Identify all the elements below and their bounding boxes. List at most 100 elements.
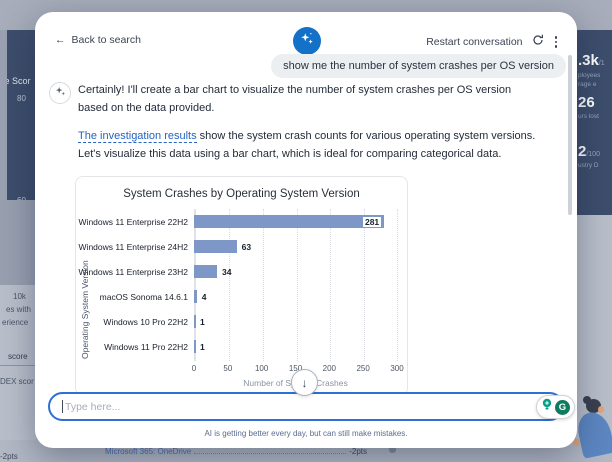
background-left-delta-row: -2pts xyxy=(0,452,63,461)
chart-row: Windows 11 Enterprise 24H2 63 xyxy=(76,234,397,259)
bar xyxy=(194,215,385,228)
ai-avatar xyxy=(49,82,71,104)
gridline xyxy=(397,209,398,361)
gridline xyxy=(363,209,365,361)
bar-track: 281 xyxy=(194,215,397,228)
person-hand xyxy=(573,439,580,446)
x-tick-label: 150 xyxy=(288,364,303,373)
person-hair-bun xyxy=(583,396,591,404)
chat-scrollbar-thumb[interactable] xyxy=(568,55,572,215)
sparkle-icon xyxy=(300,32,314,51)
dotted-leader xyxy=(194,453,347,454)
x-tick-label: 0 xyxy=(191,364,197,373)
gridline xyxy=(329,209,331,361)
category-label: Windows 11 Enterprise 23H2 xyxy=(78,266,188,277)
sparkle-icon xyxy=(55,84,66,102)
value-label: 1 xyxy=(200,341,205,352)
assistant-paragraph-2-rest: show the system crash counts for various… xyxy=(78,130,536,160)
text-caret xyxy=(62,400,63,413)
ai-assistant-button[interactable] xyxy=(293,27,321,55)
ai-chat-modal: ← Back to search Restart conversation sh… xyxy=(35,12,577,448)
background-tab-dex-score: DEX scor xyxy=(0,377,34,386)
chart-x-ticks: 0 50 100 150 200 250 300 xyxy=(191,364,404,374)
x-tick-label: 300 xyxy=(390,364,404,373)
chat-input[interactable]: Type here... xyxy=(48,392,564,421)
background-left-edge xyxy=(0,30,7,200)
bar xyxy=(194,315,196,328)
input-placeholder: Type here... xyxy=(65,400,121,413)
back-arrow-icon: ← xyxy=(55,34,66,46)
chart-row: Windows 10 Pro 22H2 1 xyxy=(76,309,397,334)
chart-grid xyxy=(194,209,398,361)
background-metric-hours-value: 26 xyxy=(578,94,595,111)
chart-card: System Crashes by Operating System Versi… xyxy=(75,176,408,396)
header-right-controls: Restart conversation xyxy=(426,34,559,50)
category-label: Windows 11 Enterprise 22H2 xyxy=(78,216,188,227)
background-tab-score: score xyxy=(8,352,28,361)
grammarly-icon[interactable]: G xyxy=(555,399,570,415)
arrow-down-icon: ↓ xyxy=(301,375,308,390)
chart-row: macOS Sonoma 14.6.1 4 xyxy=(76,284,397,309)
bar xyxy=(194,265,217,278)
back-label: Back to search xyxy=(71,34,141,46)
bar-track: 1 xyxy=(194,340,397,353)
bar xyxy=(194,340,196,353)
background-axis-tick-80: 80 xyxy=(17,94,26,103)
assistant-paragraph-2: The investigation results show the syste… xyxy=(78,128,536,163)
x-tick-label: 250 xyxy=(356,364,370,373)
background-right-metrics-panel: .3k/1 ployees rage e 26 urs lost 2/100 u… xyxy=(576,30,612,215)
chart-title: System Crashes by Operating System Versi… xyxy=(123,188,360,200)
category-label: Windows 11 Pro 22H2 xyxy=(104,341,188,352)
background-stat-line3: erience xyxy=(2,318,29,327)
background-metric-industry-value: 2/100 xyxy=(578,143,600,160)
x-tick-label: 200 xyxy=(322,364,337,373)
scroll-down-button[interactable]: ↓ xyxy=(291,369,318,396)
person-body xyxy=(574,409,612,459)
x-tick-label: 50 xyxy=(223,364,233,373)
refresh-icon[interactable] xyxy=(532,34,544,49)
value-label: 34 xyxy=(222,266,232,277)
background-metric-employees-sub1: ployees xyxy=(578,72,601,79)
value-label: 281 xyxy=(362,216,382,227)
category-label: Windows 11 Enterprise 24H2 xyxy=(78,241,188,252)
background-onedrive-row: Microsoft 365: OneDrive -2pts xyxy=(105,447,367,456)
suggestion-bulb-icon[interactable] xyxy=(541,398,553,416)
category-label: macOS Sonoma 14.6.1 xyxy=(99,291,188,302)
gridline xyxy=(296,209,298,361)
bar-track: 34 xyxy=(194,265,397,278)
background-chart-title: ce Scor xyxy=(0,76,31,86)
restart-conversation-button[interactable]: Restart conversation xyxy=(426,35,523,48)
assistant-paragraph-1: Certainly! I'll create a bar chart to vi… xyxy=(78,84,512,114)
bar xyxy=(194,240,237,253)
bar-track: 63 xyxy=(194,240,397,253)
left-delta: -2pts xyxy=(0,452,18,461)
ai-disclaimer: AI is getting better every day, but can … xyxy=(204,429,408,438)
background-stat-10k: 10k xyxy=(13,292,26,301)
value-label: 1 xyxy=(200,316,205,327)
value-label: 4 xyxy=(201,291,207,302)
person-illustration xyxy=(572,396,612,462)
background-metric-employees-sub2: rage e xyxy=(578,81,597,88)
background-metric-industry-sub: ustry D xyxy=(578,162,599,169)
onedrive-link[interactable]: Microsoft 365: OneDrive xyxy=(105,447,192,456)
background-left-mid-band xyxy=(0,200,36,285)
back-to-search-button[interactable]: ← Back to search xyxy=(55,34,141,46)
background-stat-line2: es with xyxy=(6,305,31,314)
background-metric-employees-value: .3k/1 xyxy=(578,52,605,69)
user-message-bubble: show me the number of system crashes per… xyxy=(271,54,566,78)
kebab-menu-icon[interactable] xyxy=(553,34,560,50)
bar-track: 1 xyxy=(194,315,397,328)
background-tab-underline xyxy=(0,365,36,366)
background-left-light-panel xyxy=(0,285,36,462)
bar xyxy=(194,290,197,303)
x-tick-label: 100 xyxy=(254,364,269,373)
bar-track: 4 xyxy=(194,290,397,303)
investigation-results-link[interactable]: The investigation results xyxy=(78,130,197,143)
chart-row: Windows 11 Pro 22H2 1 xyxy=(76,334,397,359)
chart-rows: Windows 11 Enterprise 22H2 281 Windows 11 … xyxy=(76,209,397,359)
background-metric-hours-sub: urs lost xyxy=(578,113,599,120)
person-hair xyxy=(586,399,601,413)
category-label: Windows 10 Pro 22H2 xyxy=(103,316,188,327)
grammarly-widget: G xyxy=(536,395,575,419)
onedrive-delta: -2pts xyxy=(349,447,367,456)
